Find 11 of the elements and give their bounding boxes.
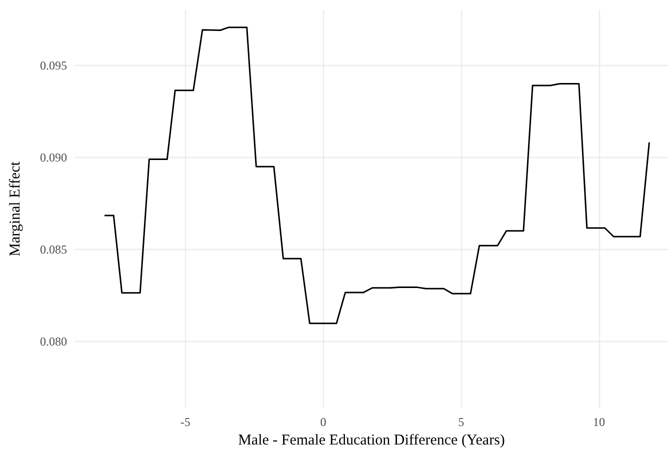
y-tick-label: 0.080 <box>40 334 67 349</box>
line-series <box>104 26 650 324</box>
y-tick-label: 0.085 <box>40 242 67 257</box>
y-tick-label: 0.090 <box>40 150 67 164</box>
y-axis-title: Marginal Effect <box>8 160 24 256</box>
y-tick-label: 0.095 <box>40 58 67 72</box>
x-tick-label: 10 <box>593 415 606 429</box>
x-tick-label: 0 <box>320 415 326 429</box>
x-tick-label: -5 <box>180 415 190 429</box>
x-tick-label: 5 <box>458 415 464 429</box>
x-axis-title: Male - Female Education Difference (Years) <box>238 432 505 448</box>
